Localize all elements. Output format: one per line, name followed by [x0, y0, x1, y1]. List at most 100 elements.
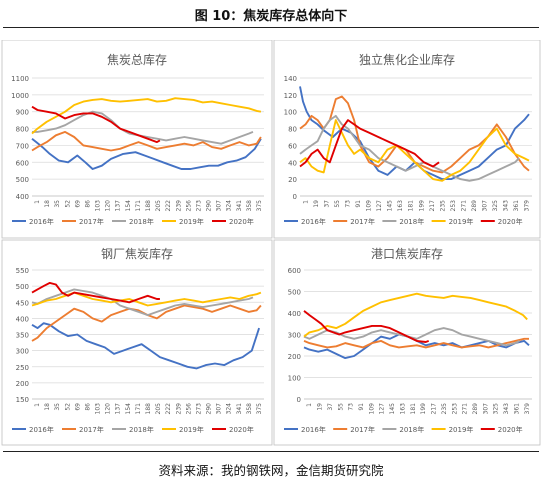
- legend-label: 2016年: [29, 425, 54, 434]
- x-tick-label: 205: [155, 200, 162, 212]
- x-tick-label: 222: [165, 403, 172, 415]
- y-tick-label: 100: [288, 375, 301, 383]
- x-tick-label: 307: [482, 200, 489, 212]
- x-tick-label: 375: [256, 200, 263, 212]
- x-tick-label: 253: [450, 200, 457, 212]
- legend-label: 2020年: [229, 217, 254, 226]
- y-tick-label: 450: [16, 299, 29, 307]
- series-line-2016年: [31, 322, 261, 370]
- title-divider: [3, 27, 539, 28]
- x-tick-label: 73: [348, 403, 355, 411]
- x-tick-label: 145: [389, 403, 396, 415]
- chart-panel-1: 焦炭总库存 400 500 600 700 800 900 1000 1100 1 18 35 52 69…: [1, 40, 273, 239]
- chart-panel-2: 独立焦化企业库存 0 20 40 60 80 100 120 140 1 19 37 55 73 91 109…: [273, 40, 541, 239]
- x-tick-label: 35: [54, 200, 61, 208]
- y-tick-label: 300: [16, 348, 29, 356]
- chart-title: 焦炭总库存: [107, 52, 167, 67]
- y-tick-label: 400: [16, 315, 29, 323]
- x-tick-label: 307: [216, 403, 223, 415]
- x-tick-label: 120: [105, 200, 112, 212]
- y-tick-label: 400: [288, 310, 301, 318]
- x-tick-label: 120: [105, 403, 112, 415]
- x-tick-label: 289: [472, 403, 479, 415]
- x-tick-label: 273: [195, 403, 202, 415]
- series-line-2018年: [31, 288, 254, 317]
- y-tick-label: 100: [284, 109, 297, 117]
- x-tick-label: 271: [462, 403, 469, 415]
- legend-label: 2016年: [301, 425, 326, 434]
- x-tick-label: 199: [420, 403, 427, 415]
- chart-title: 港口焦炭库存: [371, 246, 443, 261]
- x-tick-label: 181: [410, 403, 417, 415]
- x-tick-label: 127: [379, 403, 386, 415]
- legend-label: 2018年: [399, 217, 424, 226]
- x-tick-label: 91: [358, 403, 365, 411]
- x-tick-label: 289: [471, 200, 478, 212]
- source-note: 资料来源：我的钢铁网，金信期货研究院: [158, 463, 384, 478]
- x-tick-label: 205: [155, 403, 162, 415]
- legend-label: 2017年: [350, 217, 375, 226]
- x-tick-label: 325: [492, 200, 499, 212]
- series-line-2019年: [303, 292, 528, 338]
- x-tick-label: 37: [323, 200, 330, 208]
- x-tick-label: 188: [145, 200, 152, 212]
- x-tick-label: 358: [246, 403, 253, 415]
- legend-label: 2017年: [79, 425, 104, 434]
- chart-border: [1, 239, 273, 446]
- y-tick-label: 300: [288, 332, 301, 340]
- x-tick-label: 235: [441, 403, 448, 415]
- x-tick-label: 375: [256, 403, 263, 415]
- x-tick-label: 324: [226, 403, 233, 415]
- y-tick-label: 0: [297, 396, 301, 404]
- y-tick-label: 1000: [11, 92, 29, 100]
- legend-label: 2019年: [449, 217, 474, 226]
- x-tick-label: 290: [206, 200, 213, 212]
- x-tick-label: 222: [165, 200, 172, 212]
- x-tick-label: 235: [439, 200, 446, 212]
- x-tick-label: 137: [115, 403, 122, 415]
- x-tick-label: 18: [44, 200, 51, 208]
- chart-border: [1, 40, 273, 239]
- x-tick-label: 343: [503, 403, 510, 415]
- x-tick-label: 55: [334, 200, 341, 208]
- x-tick-label: 1: [34, 200, 41, 204]
- x-tick-label: 239: [175, 403, 182, 415]
- x-tick-label: 199: [418, 200, 425, 212]
- x-tick-label: 253: [451, 403, 458, 415]
- series-line-2020年: [303, 310, 430, 343]
- x-tick-label: 256: [185, 403, 192, 415]
- x-tick-label: 188: [145, 403, 152, 415]
- series-line-2018年: [299, 114, 520, 182]
- y-tick-label: 140: [284, 75, 297, 83]
- x-tick-label: 181: [408, 200, 415, 212]
- x-tick-label: 145: [387, 200, 394, 212]
- x-tick-label: 307: [482, 403, 489, 415]
- x-tick-label: 69: [74, 200, 81, 208]
- y-tick-label: 500: [16, 176, 29, 184]
- x-tick-label: 239: [175, 200, 182, 212]
- y-tick-label: 350: [16, 332, 29, 340]
- x-tick-label: 86: [84, 403, 91, 411]
- y-tick-label: 500: [288, 289, 301, 297]
- y-tick-label: 600: [288, 267, 301, 275]
- x-tick-label: 325: [493, 403, 500, 415]
- y-tick-label: 500: [16, 283, 29, 291]
- y-tick-label: 1100: [11, 75, 29, 83]
- legend-label: 2020年: [498, 425, 523, 434]
- legend-label: 2019年: [179, 217, 204, 226]
- legend-label: 2017年: [79, 217, 104, 226]
- x-tick-label: 103: [95, 200, 102, 212]
- x-tick-label: 91: [355, 200, 362, 208]
- series-line-2019年: [299, 119, 530, 182]
- x-tick-label: 324: [226, 200, 233, 212]
- x-tick-label: 273: [195, 200, 202, 212]
- series-line-2020年: [31, 105, 161, 144]
- legend-label: 2019年: [449, 425, 474, 434]
- series-line-2017年: [303, 337, 529, 349]
- y-tick-label: 80: [288, 126, 297, 134]
- legend-label: 2017年: [350, 425, 375, 434]
- x-tick-label: 1: [306, 403, 313, 407]
- legend-label: 2018年: [399, 425, 424, 434]
- x-tick-label: 171: [135, 200, 142, 212]
